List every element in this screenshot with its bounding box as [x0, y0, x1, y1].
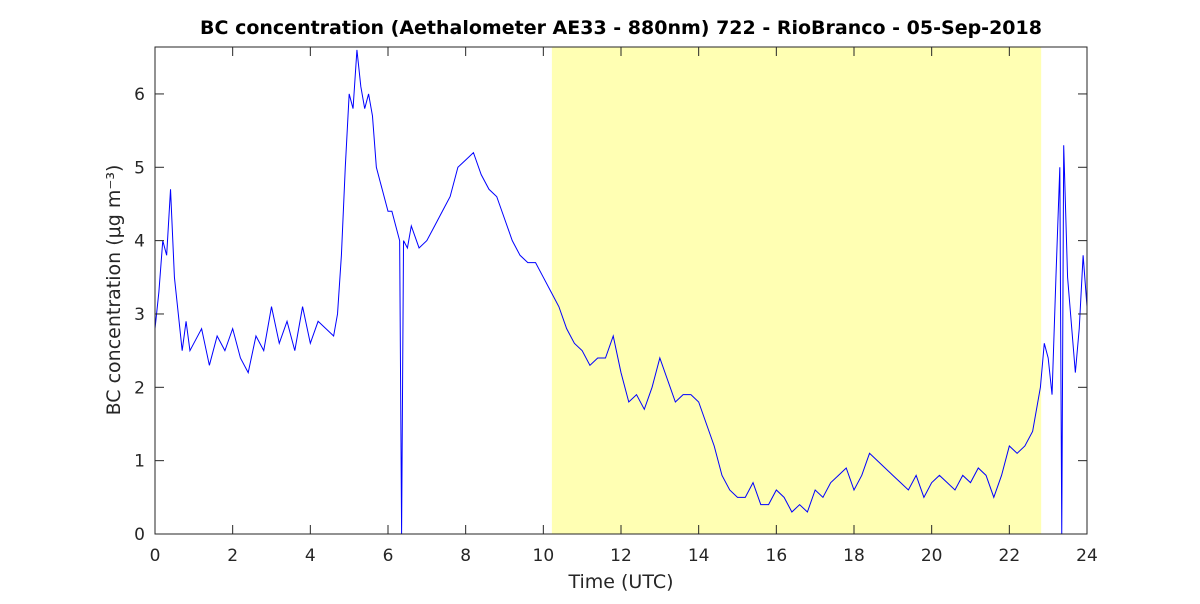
x-tick-label: 24: [1076, 546, 1098, 566]
x-tick-label: 4: [305, 546, 316, 566]
x-tick-label: 22: [999, 546, 1021, 566]
x-axis-label: Time (UTC): [567, 571, 673, 593]
x-tick-label: 2: [227, 546, 238, 566]
x-tick-label: 14: [688, 546, 710, 566]
y-tick-label: 5: [134, 158, 145, 178]
x-tick-label: 10: [533, 546, 555, 566]
x-tick-label: 20: [921, 546, 943, 566]
x-tick-label: 18: [843, 546, 865, 566]
data-line: [154, 49, 1088, 535]
x-tick-label: 16: [766, 546, 788, 566]
chart-title: BC concentration (Aethalometer AE33 - 88…: [200, 17, 1042, 39]
y-tick-label: 4: [134, 232, 145, 252]
y-tick-label: 0: [134, 525, 145, 545]
x-tick-label: 12: [610, 546, 632, 566]
y-tick-label: 6: [134, 85, 145, 105]
x-tick-label: 0: [150, 546, 161, 566]
shaded-period: [551, 47, 1042, 534]
y-tick-label: 2: [134, 378, 145, 398]
x-tick-label: 8: [460, 546, 471, 566]
y-tick-label: 1: [134, 452, 145, 472]
x-tick-label: 6: [383, 546, 394, 566]
y-tick-label: 3: [134, 305, 145, 325]
y-axis-label: BC concentration (μg m⁻³): [103, 165, 125, 416]
